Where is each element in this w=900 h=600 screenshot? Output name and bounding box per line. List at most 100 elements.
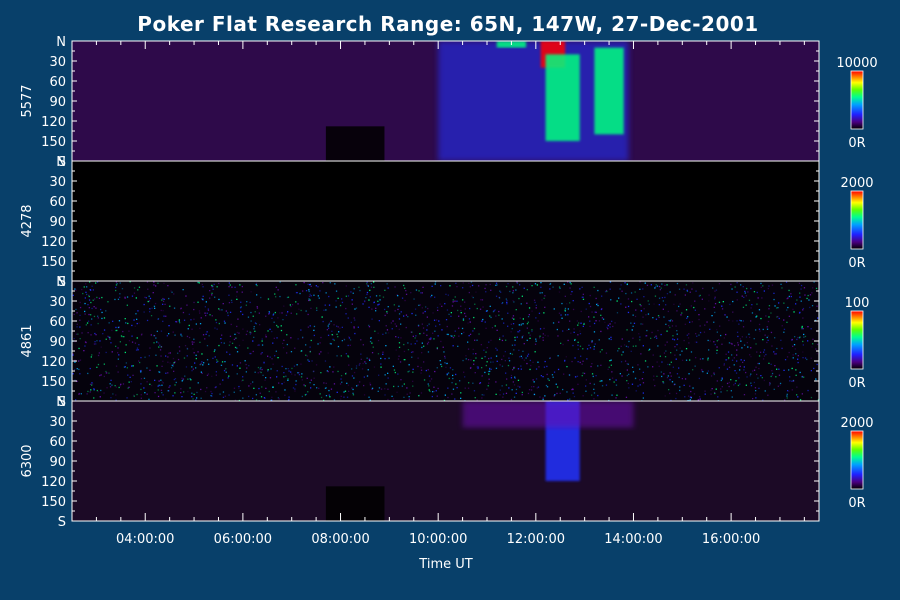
speckle-dot xyxy=(786,309,788,311)
speckle-dot xyxy=(520,368,522,370)
speckle-dot xyxy=(542,333,544,335)
speckle-dot xyxy=(609,281,612,283)
speckle-dot xyxy=(689,291,691,293)
speckle-dot xyxy=(92,383,94,385)
speckle-dot xyxy=(490,361,492,363)
speckle-dot xyxy=(666,341,668,343)
speckle-dot xyxy=(544,306,546,308)
speckle-dot xyxy=(558,291,561,293)
speckle-dot xyxy=(758,355,761,357)
speckle-dot xyxy=(672,338,674,340)
speckle-dot xyxy=(484,356,486,358)
speckle-dot xyxy=(287,311,289,313)
speckle-dot xyxy=(245,304,247,306)
speckle-dot xyxy=(580,310,582,313)
speckle-dot xyxy=(642,392,644,394)
speckle-dot xyxy=(124,366,126,368)
speckle-dot xyxy=(412,351,414,353)
speckle-dot xyxy=(211,392,213,395)
speckle-dot xyxy=(261,338,263,340)
speckle-dot xyxy=(332,371,334,373)
speckle-dot xyxy=(714,298,716,300)
speckle-dot xyxy=(345,285,347,287)
speckle-dot xyxy=(750,382,752,384)
speckle-dot xyxy=(566,329,568,331)
speckle-dot xyxy=(488,373,490,375)
speckle-dot xyxy=(298,374,301,376)
speckle-dot xyxy=(208,335,210,337)
speckle-dot xyxy=(480,344,482,346)
speckle-dot xyxy=(711,388,713,390)
speckle-dot xyxy=(564,307,567,310)
speckle-dot xyxy=(240,306,242,308)
speckle-dot xyxy=(89,391,91,393)
speckle-dot xyxy=(300,363,302,365)
speckle-dot xyxy=(275,391,277,393)
speckle-dot xyxy=(162,300,165,302)
speckle-dot xyxy=(93,389,95,391)
speckle-dot xyxy=(188,324,190,327)
speckle-dot xyxy=(338,331,340,333)
speckle-dot xyxy=(791,338,793,341)
speckle-dot xyxy=(792,380,795,382)
speckle-dot xyxy=(770,312,772,314)
speckle-dot xyxy=(760,375,762,377)
y-tick-label: 60 xyxy=(49,75,66,90)
speckle-dot xyxy=(797,361,799,364)
speckle-dot xyxy=(363,394,366,396)
speckle-dot xyxy=(149,311,151,313)
speckle-dot xyxy=(470,359,472,361)
speckle-dot xyxy=(149,347,151,349)
speckle-dot xyxy=(625,306,627,308)
speckle-dot xyxy=(634,315,637,318)
speckle-dot xyxy=(216,328,218,330)
speckle-dot xyxy=(535,378,538,380)
speckle-dot xyxy=(616,394,618,396)
speckle-dot xyxy=(648,349,650,351)
speckle-dot xyxy=(627,346,629,348)
speckle-dot xyxy=(366,291,369,294)
speckle-dot xyxy=(403,350,406,353)
speckle-dot xyxy=(768,316,770,318)
speckle-dot xyxy=(193,308,195,311)
speckle-dot xyxy=(384,314,386,317)
speckle-dot xyxy=(436,347,438,349)
speckle-dot xyxy=(507,325,509,327)
speckle-dot xyxy=(348,364,350,366)
y-tick-label: 120 xyxy=(41,475,66,490)
speckle-dot xyxy=(298,308,300,310)
speckle-dot xyxy=(293,365,296,367)
speckle-dot xyxy=(776,368,778,370)
speckle-dot xyxy=(451,382,453,384)
speckle-dot xyxy=(273,337,275,339)
speckle-dot xyxy=(392,365,394,367)
speckle-dot xyxy=(138,322,140,324)
speckle-dot xyxy=(215,386,217,388)
speckle-dot xyxy=(750,307,752,309)
speckle-dot xyxy=(632,371,635,373)
speckle-dot xyxy=(294,388,296,390)
speckle-dot xyxy=(640,353,642,355)
speckle-dot xyxy=(368,326,371,328)
speckle-dot xyxy=(639,379,641,381)
speckle-dot xyxy=(282,347,285,349)
speckle-dot xyxy=(198,282,200,284)
speckle-dot xyxy=(370,337,372,339)
speckle-dot xyxy=(723,364,725,366)
speckle-dot xyxy=(635,390,637,392)
speckle-dot xyxy=(741,336,743,338)
speckle-dot xyxy=(272,363,274,365)
speckle-dot xyxy=(336,325,338,327)
speckle-dot xyxy=(578,322,580,324)
speckle-dot xyxy=(250,352,252,355)
speckle-dot xyxy=(316,387,318,389)
speckle-dot xyxy=(714,303,717,305)
speckle-dot xyxy=(771,345,773,347)
speckle-dot xyxy=(803,376,805,378)
speckle-dot xyxy=(172,365,174,367)
speckle-dot xyxy=(514,377,516,379)
speckle-dot xyxy=(512,290,514,292)
speckle-dot xyxy=(249,333,251,335)
speckle-dot xyxy=(201,353,203,355)
speckle-dot xyxy=(172,395,174,397)
